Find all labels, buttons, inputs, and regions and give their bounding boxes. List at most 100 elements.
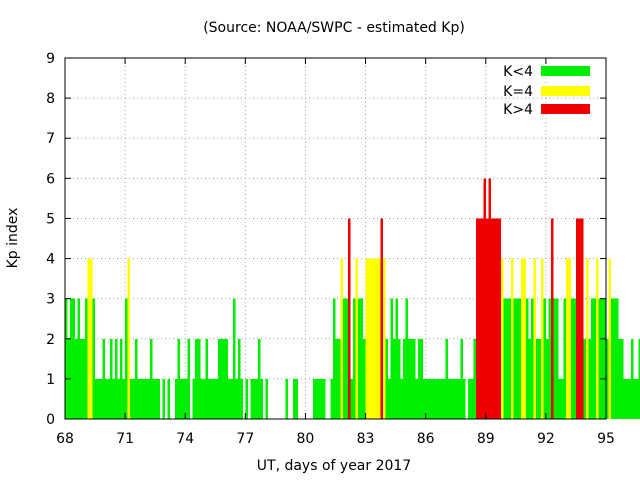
legend-swatch-k-gt-4 <box>541 104 590 114</box>
kp-bar <box>508 298 511 419</box>
kp-bar <box>370 258 374 419</box>
kp-bar <box>626 378 629 419</box>
y-tick-label: 0 <box>46 412 55 428</box>
x-tick-label: 80 <box>297 431 315 447</box>
kp-bar <box>187 338 191 419</box>
x-axis-label: UT, days of year 2017 <box>257 458 411 474</box>
kp-bar <box>390 298 394 419</box>
kp-bar <box>345 298 349 419</box>
legend-entry-k-eq-4: K=4 <box>503 84 590 100</box>
legend-swatch-k-eq-4 <box>541 86 590 96</box>
y-tick-label: 9 <box>46 51 55 67</box>
kp-bar <box>350 378 354 419</box>
kp-bar <box>237 338 241 419</box>
kp-bar <box>485 218 489 419</box>
kp-bar <box>195 338 198 419</box>
kp-bar <box>418 338 421 419</box>
kp-bar <box>380 218 384 419</box>
kp-bar <box>470 378 474 419</box>
kp-bar <box>235 378 238 419</box>
kp-bar <box>423 378 426 419</box>
kp-bar <box>638 338 640 419</box>
kp-bar <box>320 378 323 419</box>
kp-bar <box>483 178 486 419</box>
kp-bar <box>210 378 213 419</box>
kp-bar <box>463 378 466 419</box>
kp-bar <box>125 298 128 419</box>
kp-bar <box>606 338 609 419</box>
kp-bar <box>360 298 364 419</box>
kp-bar <box>623 378 627 419</box>
kp-bar <box>142 378 146 419</box>
legend-label-k-gt-4: K>4 <box>503 102 533 118</box>
kp-bar <box>603 298 606 419</box>
kp-bar <box>548 298 551 419</box>
kp-bar <box>636 378 639 419</box>
plot-frame <box>64 57 607 420</box>
y-tick-label: 4 <box>46 252 55 268</box>
kp-bar <box>322 378 326 419</box>
y-tick-label: 3 <box>46 292 55 308</box>
kp-bar <box>147 378 151 419</box>
chart-title: (Source: NOAA/SWPC - estimated Kp) <box>203 20 465 36</box>
kp-bar <box>633 378 637 419</box>
x-tick-label: 86 <box>417 431 435 447</box>
kp-bar <box>343 298 346 419</box>
kp-bar <box>613 298 617 419</box>
kp-bar <box>533 258 536 419</box>
x-tick-label: 68 <box>56 431 74 447</box>
kp-bar <box>70 298 73 419</box>
kp-bar <box>315 378 318 419</box>
kp-bar <box>227 378 231 419</box>
kp-bar <box>338 338 341 419</box>
kp-bar <box>590 298 594 419</box>
kp-bar <box>202 378 206 419</box>
kp-bar <box>583 338 586 419</box>
kp-bar <box>608 258 612 419</box>
kp-bar <box>473 338 476 419</box>
kp-bar <box>500 258 504 419</box>
kp-bar <box>240 378 243 419</box>
kp-bar <box>353 298 356 419</box>
legend: K<4 K=4 K>4 <box>503 64 590 118</box>
kp-bar <box>145 378 148 419</box>
kp-bar <box>488 178 491 419</box>
kp-bar <box>405 298 409 419</box>
kp-bar <box>558 378 561 419</box>
kp-bar <box>90 258 93 419</box>
kp-bar <box>455 378 459 419</box>
kp-bar <box>383 258 386 419</box>
kp-bar <box>503 298 506 419</box>
kp-bar <box>110 338 113 419</box>
kp-bar <box>365 258 369 419</box>
kp-bar <box>478 218 481 419</box>
kp-bar <box>175 378 178 419</box>
kp-bar <box>75 338 78 419</box>
kp-bar <box>358 298 361 419</box>
kp-bar <box>430 378 434 419</box>
kp-bar <box>435 378 439 419</box>
kp-bar <box>330 378 333 419</box>
kp-bar <box>120 338 123 419</box>
kp-bar <box>413 338 416 419</box>
kp-bar <box>575 218 579 419</box>
kp-bar <box>428 378 431 419</box>
y-tick-label: 1 <box>46 372 55 388</box>
kp-bar <box>515 298 519 419</box>
kp-bar <box>555 298 559 419</box>
kp-bar <box>448 378 451 419</box>
kp-bar <box>225 338 228 419</box>
kp-bar <box>593 298 596 419</box>
kp-bar <box>398 338 401 419</box>
kp-bar <box>260 378 263 419</box>
y-tick-label: 5 <box>46 211 55 227</box>
kp-bar <box>408 338 411 419</box>
kp-bar <box>573 298 576 419</box>
kp-bar <box>450 378 454 419</box>
legend-label-k-lt-4: K<4 <box>503 64 533 80</box>
legend-label-k-eq-4: K=4 <box>503 84 533 100</box>
kp-bar <box>197 338 201 419</box>
kp-bar <box>205 338 208 419</box>
kp-bar <box>355 258 359 419</box>
